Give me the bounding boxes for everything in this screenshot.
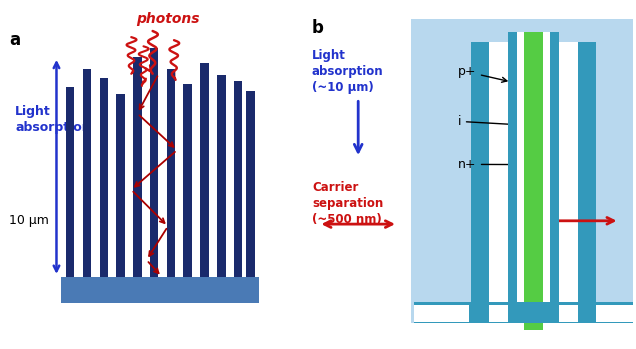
Bar: [471, 42, 597, 323]
Bar: [246, 90, 254, 277]
Bar: [411, 19, 633, 323]
Bar: [83, 69, 92, 277]
Bar: [234, 81, 242, 277]
Bar: [489, 305, 508, 322]
Text: photons: photons: [136, 13, 200, 27]
Bar: [597, 305, 636, 322]
Bar: [543, 32, 550, 323]
Bar: [116, 94, 125, 277]
Bar: [167, 69, 176, 277]
Bar: [508, 32, 559, 323]
Bar: [525, 32, 543, 330]
Text: b: b: [312, 19, 324, 37]
Text: 10 μm: 10 μm: [9, 214, 49, 227]
Text: Carrier
separation
(~500 nm): Carrier separation (~500 nm): [312, 181, 383, 226]
Text: i: i: [457, 115, 516, 128]
Text: Light
absorption
(~10 μm): Light absorption (~10 μm): [312, 49, 384, 94]
Text: n+: n+: [457, 158, 523, 171]
Bar: [415, 302, 633, 323]
Bar: [559, 305, 578, 322]
Bar: [217, 75, 226, 277]
Bar: [150, 48, 158, 277]
Bar: [489, 42, 578, 305]
Bar: [200, 63, 209, 277]
Text: a: a: [9, 31, 20, 49]
Bar: [66, 88, 74, 277]
Bar: [183, 84, 192, 277]
Bar: [133, 57, 142, 277]
Bar: [415, 305, 469, 322]
Text: p+: p+: [457, 65, 507, 82]
Bar: [517, 32, 525, 323]
Bar: [61, 277, 259, 303]
Text: Light
absorption: Light absorption: [15, 105, 91, 134]
Bar: [99, 78, 108, 277]
